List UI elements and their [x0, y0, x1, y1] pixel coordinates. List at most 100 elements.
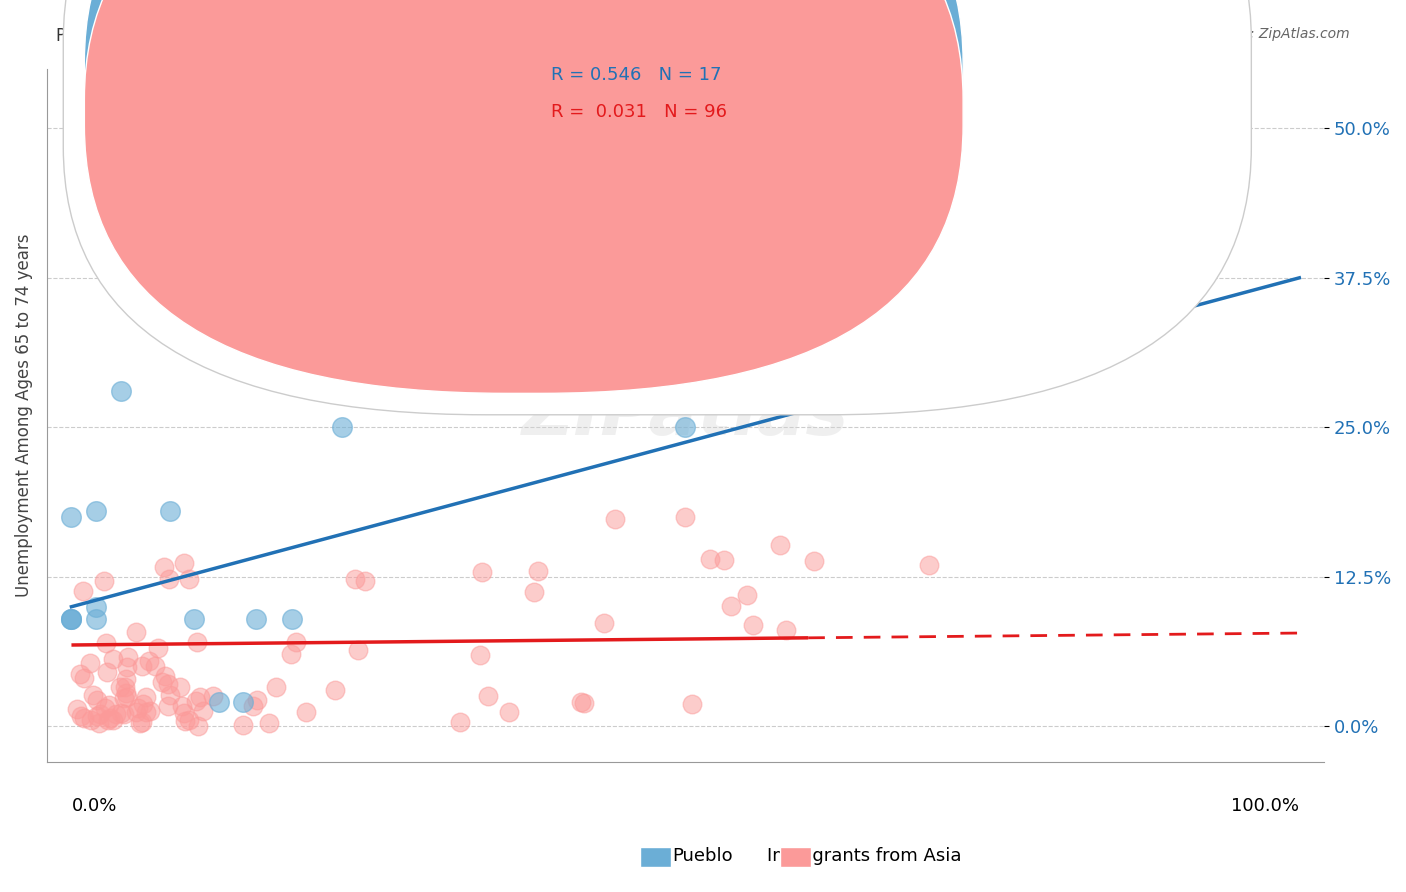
- Point: [135, 690, 157, 705]
- Point: [673, 510, 696, 524]
- Point: [97, 698, 120, 712]
- Point: [572, 696, 595, 710]
- Point: [177, 572, 200, 586]
- Point: [101, 713, 124, 727]
- Point: [115, 660, 138, 674]
- Point: [569, 694, 592, 708]
- Point: [110, 706, 132, 720]
- Point: [323, 683, 346, 698]
- Point: [245, 612, 267, 626]
- Point: [186, 693, 208, 707]
- Point: [66, 702, 89, 716]
- Point: [177, 714, 200, 728]
- Point: [353, 574, 375, 589]
- Point: [242, 698, 264, 713]
- Point: [70, 708, 93, 723]
- Point: [110, 681, 132, 695]
- Text: ZIPatlas: ZIPatlas: [522, 381, 849, 450]
- Point: [593, 616, 616, 631]
- Point: [673, 420, 696, 434]
- Point: [125, 706, 148, 720]
- Point: [127, 701, 149, 715]
- Point: [285, 635, 308, 649]
- Point: [129, 716, 152, 731]
- Point: [742, 618, 765, 632]
- Point: [131, 658, 153, 673]
- Point: [681, 698, 703, 712]
- Point: [117, 650, 139, 665]
- Text: R = 0.546   N = 17: R = 0.546 N = 17: [551, 66, 721, 84]
- Point: [295, 705, 318, 719]
- Point: [713, 553, 735, 567]
- Text: 0.0%: 0.0%: [72, 797, 117, 815]
- Point: [104, 706, 127, 721]
- Point: [114, 680, 136, 694]
- Point: [139, 704, 162, 718]
- Point: [112, 690, 135, 705]
- Point: [60, 612, 83, 626]
- Point: [69, 667, 91, 681]
- Point: [173, 714, 195, 729]
- Point: [96, 665, 118, 679]
- Point: [115, 672, 138, 686]
- Point: [156, 676, 179, 690]
- Point: [1166, 301, 1188, 315]
- Point: [803, 554, 825, 568]
- Point: [170, 698, 193, 713]
- Point: [93, 574, 115, 588]
- Point: [84, 599, 107, 614]
- Point: [125, 625, 148, 640]
- Point: [280, 647, 302, 661]
- Point: [775, 623, 797, 637]
- Point: [720, 599, 742, 613]
- Point: [159, 504, 181, 518]
- Point: [86, 693, 108, 707]
- Y-axis label: Unemployment Among Ages 65 to 74 years: Unemployment Among Ages 65 to 74 years: [15, 234, 32, 597]
- Point: [84, 612, 107, 626]
- Text: R =  0.031   N = 96: R = 0.031 N = 96: [551, 103, 727, 121]
- Point: [114, 707, 136, 722]
- Point: [87, 716, 110, 731]
- Point: [330, 420, 353, 434]
- Point: [117, 690, 139, 704]
- Point: [60, 612, 83, 626]
- Point: [527, 564, 550, 578]
- Point: [257, 715, 280, 730]
- Point: [110, 384, 132, 399]
- Point: [89, 706, 111, 721]
- Point: [169, 680, 191, 694]
- Point: [138, 654, 160, 668]
- Point: [153, 559, 176, 574]
- Point: [603, 512, 626, 526]
- Point: [449, 715, 471, 730]
- Point: [94, 636, 117, 650]
- Point: [522, 584, 544, 599]
- Point: [208, 695, 231, 709]
- Point: [232, 695, 254, 709]
- Point: [97, 713, 120, 727]
- Point: [153, 669, 176, 683]
- Point: [768, 538, 790, 552]
- Point: [159, 689, 181, 703]
- Point: [264, 680, 287, 694]
- Point: [115, 686, 138, 700]
- Text: 100.0%: 100.0%: [1232, 797, 1299, 815]
- Point: [699, 552, 721, 566]
- Point: [73, 671, 96, 685]
- Point: [60, 510, 83, 524]
- Point: [918, 558, 941, 572]
- Point: [281, 612, 304, 626]
- Point: [246, 693, 269, 707]
- Point: [72, 711, 94, 725]
- Point: [156, 699, 179, 714]
- Point: [468, 648, 491, 662]
- Point: [146, 640, 169, 655]
- Point: [498, 705, 520, 719]
- Point: [131, 715, 153, 730]
- Point: [143, 658, 166, 673]
- Point: [477, 689, 499, 703]
- Text: Pueblo: Pueblo: [672, 847, 734, 865]
- Point: [98, 711, 121, 725]
- Point: [93, 701, 115, 715]
- Text: Immigrants from Asia: Immigrants from Asia: [768, 847, 962, 865]
